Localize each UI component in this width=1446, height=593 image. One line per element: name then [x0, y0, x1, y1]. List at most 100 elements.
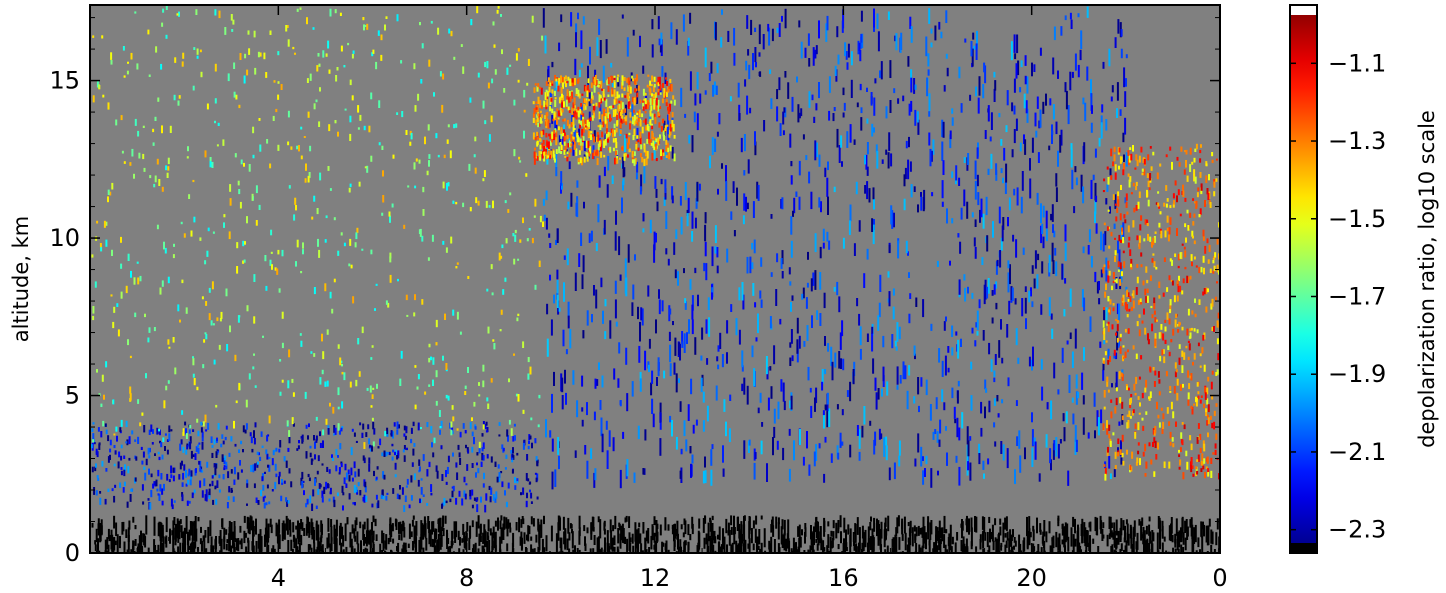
heatmap-cell	[443, 497, 446, 506]
heatmap-cell	[802, 134, 805, 140]
heatmap-cell	[577, 137, 580, 143]
heatmap-cell	[518, 156, 521, 160]
heatmap-cell	[993, 398, 996, 406]
heatmap-cell	[656, 531, 659, 542]
heatmap-cell	[262, 496, 265, 502]
heatmap-cell	[318, 541, 321, 553]
heatmap-cell	[873, 219, 875, 230]
heatmap-cell	[228, 486, 231, 493]
heatmap-cell	[721, 163, 723, 169]
heatmap-cell	[908, 365, 911, 376]
heatmap-cell	[312, 489, 315, 497]
heatmap-cell	[802, 287, 805, 299]
heatmap-cell	[468, 537, 471, 550]
heatmap-cell	[957, 233, 960, 238]
heatmap-cell	[406, 314, 409, 317]
heatmap-cell	[969, 436, 972, 441]
heatmap-cell	[946, 549, 948, 553]
heatmap-cell	[675, 373, 678, 393]
heatmap-cell	[589, 548, 592, 553]
heatmap-cell	[225, 529, 228, 535]
heatmap-cell	[121, 150, 124, 154]
heatmap-cell	[157, 522, 160, 537]
heatmap-cell	[592, 133, 595, 138]
heatmap-cell	[222, 440, 225, 445]
heatmap-cell	[1175, 552, 1178, 553]
heatmap-cell	[322, 440, 324, 448]
heatmap-cell	[748, 538, 751, 553]
heatmap-cell	[629, 120, 632, 124]
heatmap-cell	[388, 451, 391, 456]
heatmap-cell	[669, 78, 672, 83]
heatmap-cell	[750, 528, 753, 544]
heatmap-cell	[773, 426, 776, 438]
heatmap-cell	[107, 544, 110, 553]
heatmap-cell	[813, 526, 815, 546]
heatmap-cell	[317, 524, 320, 541]
heatmap-cell	[261, 445, 264, 448]
heatmap-cell	[328, 69, 331, 74]
heatmap-cell	[502, 523, 505, 540]
heatmap-cell	[1049, 545, 1052, 553]
heatmap-cell	[430, 492, 433, 496]
heatmap-cell	[782, 111, 785, 125]
heatmap-cell	[133, 173, 135, 179]
heatmap-cell	[785, 538, 788, 552]
heatmap-cell	[573, 128, 576, 131]
heatmap-cell	[566, 135, 569, 140]
heatmap-cell	[221, 434, 224, 439]
heatmap-cell	[105, 239, 108, 247]
heatmap-cell	[1057, 389, 1060, 395]
heatmap-cell	[965, 538, 968, 549]
heatmap-cell	[747, 159, 750, 174]
heatmap-cell	[953, 406, 956, 419]
heatmap-cell	[447, 124, 450, 128]
heatmap-cell	[532, 518, 535, 527]
heatmap-cell	[298, 440, 300, 444]
heatmap-cell	[864, 529, 867, 548]
heatmap-cell	[523, 89, 526, 98]
heatmap-cell	[335, 75, 338, 82]
heatmap-cell	[581, 407, 584, 412]
heatmap-cell	[855, 181, 858, 195]
heatmap-cell	[653, 93, 656, 99]
heatmap-cell	[341, 364, 343, 367]
heatmap-cell	[593, 112, 595, 119]
heatmap-cell	[658, 115, 661, 118]
heatmap-cell	[202, 535, 205, 542]
heatmap-cell	[961, 412, 964, 429]
heatmap-cell	[769, 366, 772, 371]
heatmap-cell	[493, 44, 496, 48]
heatmap-cell	[369, 529, 372, 542]
heatmap-cell	[810, 538, 813, 546]
heatmap-cell	[643, 145, 646, 153]
heatmap-cell	[182, 428, 185, 436]
heatmap-cell	[985, 196, 988, 216]
heatmap-cell	[572, 117, 575, 125]
heatmap-cell	[1094, 271, 1097, 283]
heatmap-cell	[543, 515, 545, 525]
heatmap-cell	[979, 539, 982, 550]
heatmap-cell	[403, 505, 406, 512]
heatmap-cell	[401, 487, 404, 495]
heatmap-cell	[587, 140, 590, 148]
heatmap-cell	[585, 140, 588, 148]
heatmap-cell	[337, 387, 340, 396]
heatmap-cell	[366, 548, 369, 553]
heatmap-cell	[195, 9, 198, 15]
heatmap-cell	[925, 379, 928, 396]
heatmap-cell	[1007, 217, 1009, 227]
heatmap-cell	[591, 95, 594, 100]
heatmap-cell	[352, 502, 355, 505]
heatmap-cell	[445, 394, 448, 399]
heatmap-cell	[651, 75, 654, 82]
heatmap-cell	[199, 49, 202, 53]
heatmap-cell	[507, 435, 509, 442]
heatmap-cell	[531, 442, 533, 449]
heatmap-cell	[329, 487, 332, 495]
heatmap-cell	[797, 526, 800, 537]
heatmap-cell	[581, 375, 584, 387]
heatmap-cell	[714, 550, 717, 553]
heatmap-cell	[298, 145, 300, 152]
heatmap-cell	[107, 189, 110, 195]
